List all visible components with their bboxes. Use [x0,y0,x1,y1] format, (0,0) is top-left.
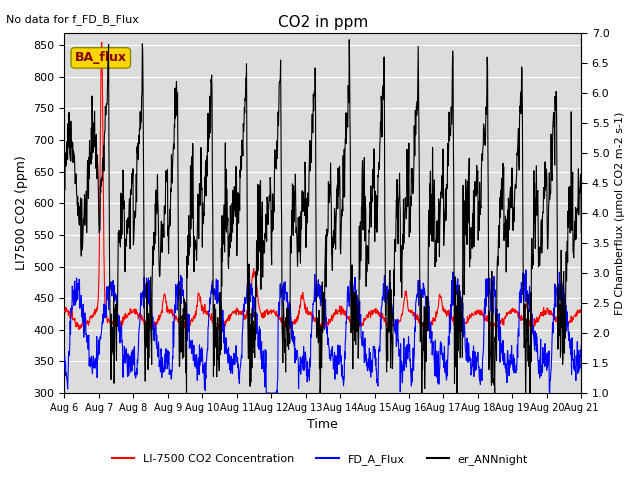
Legend: LI-7500 CO2 Concentration, FD_A_Flux, er_ANNnight: LI-7500 CO2 Concentration, FD_A_Flux, er… [108,450,532,469]
X-axis label: Time: Time [307,419,338,432]
Title: CO2 in ppm: CO2 in ppm [278,15,368,30]
Text: BA_flux: BA_flux [75,51,127,64]
Y-axis label: LI7500 CO2 (ppm): LI7500 CO2 (ppm) [15,156,28,270]
Y-axis label: FD Chamberflux (μmol CO2 m-2 s-1): FD Chamberflux (μmol CO2 m-2 s-1) [615,111,625,314]
Text: No data for f_FD_B_Flux: No data for f_FD_B_Flux [6,14,140,25]
